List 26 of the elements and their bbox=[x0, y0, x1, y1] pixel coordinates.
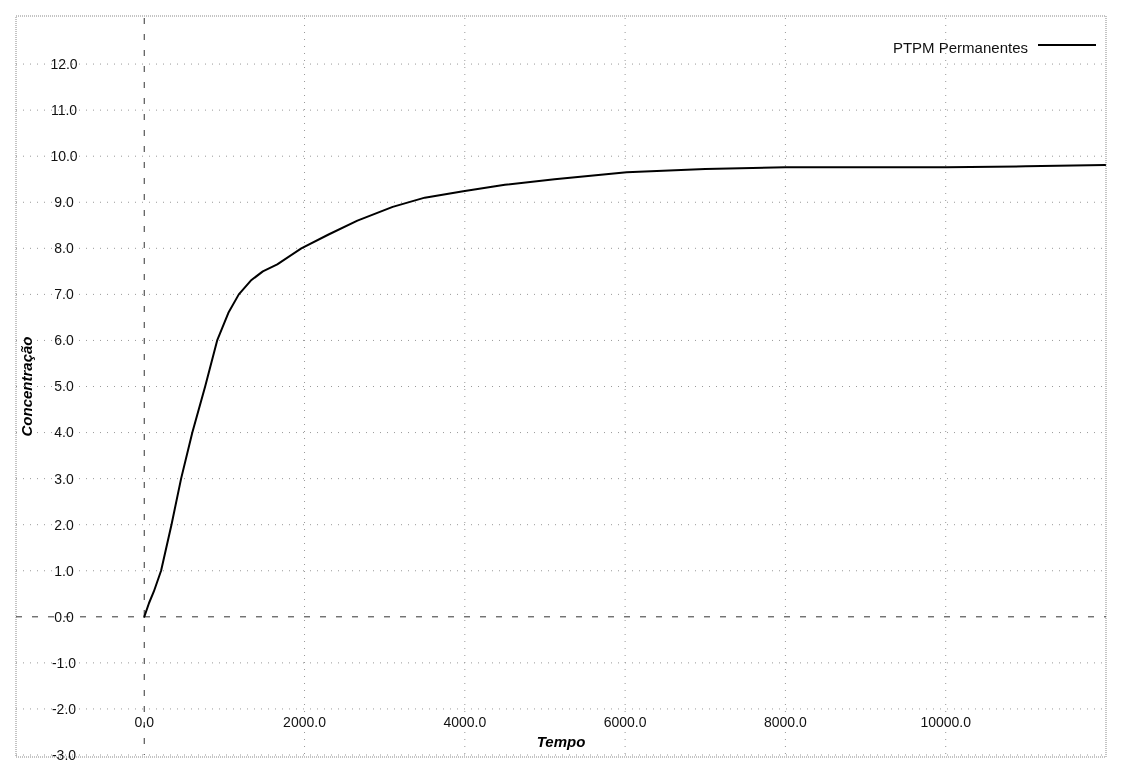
y-tick-label: 11.0 bbox=[50, 102, 78, 119]
y-tick-label: 2.0 bbox=[54, 516, 74, 533]
y-tick-label: -2.0 bbox=[51, 700, 77, 717]
x-tick-label: 2000.0 bbox=[283, 714, 327, 730]
x-tick-label: 10000.0 bbox=[920, 714, 972, 730]
y-axis-title: Concentração bbox=[18, 336, 35, 437]
y-tick-label: 12.0 bbox=[50, 55, 78, 72]
y-tick-label: 5.0 bbox=[54, 378, 74, 395]
x-tick-label: 0.0 bbox=[134, 714, 155, 730]
y-tick-label: -3.0 bbox=[51, 746, 77, 763]
x-axis-title: Tempo bbox=[536, 733, 586, 750]
x-tick-label: 8000.0 bbox=[764, 714, 808, 730]
y-tick-label: 3.0 bbox=[54, 470, 74, 487]
y-tick-label: 6.0 bbox=[54, 332, 74, 349]
y-tick-label: 9.0 bbox=[54, 194, 74, 211]
y-tick-label: 4.0 bbox=[54, 424, 74, 441]
y-tick-label: 1.0 bbox=[54, 562, 74, 579]
y-tick-label: -1.0 bbox=[51, 654, 77, 671]
y-tick-label: 8.0 bbox=[54, 240, 74, 257]
y-tick-label: 7.0 bbox=[54, 286, 74, 303]
line-series bbox=[143, 163, 1107, 618]
y-tick-label: 10.0 bbox=[50, 148, 78, 165]
x-tick-label: 6000.0 bbox=[603, 714, 647, 730]
legend-label: PTPM Permanentes bbox=[892, 39, 1028, 57]
y-tick-label: 0.0 bbox=[54, 608, 74, 625]
x-tick-label: 4000.0 bbox=[443, 714, 487, 730]
